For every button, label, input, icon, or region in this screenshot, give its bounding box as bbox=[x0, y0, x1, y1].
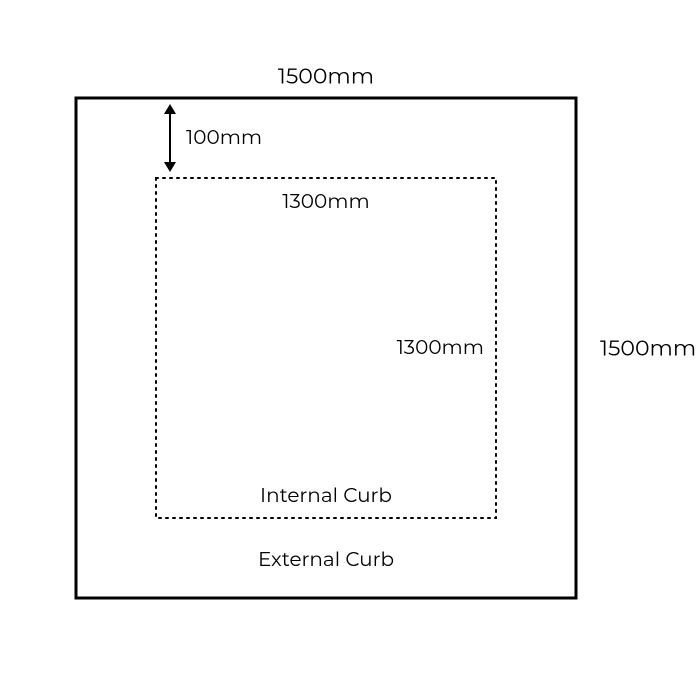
inner-height-label: 1300mm bbox=[397, 336, 484, 360]
internal-curb-label: Internal Curb bbox=[260, 484, 392, 508]
outer-width-label: 1500mm bbox=[278, 63, 374, 90]
external-curb-label: External Curb bbox=[258, 548, 394, 572]
diagram-canvas bbox=[0, 0, 700, 700]
gap-label: 100mm bbox=[186, 126, 262, 150]
outer-height-label: 1500mm bbox=[600, 335, 696, 362]
inner-width-label: 1300mm bbox=[282, 190, 369, 214]
